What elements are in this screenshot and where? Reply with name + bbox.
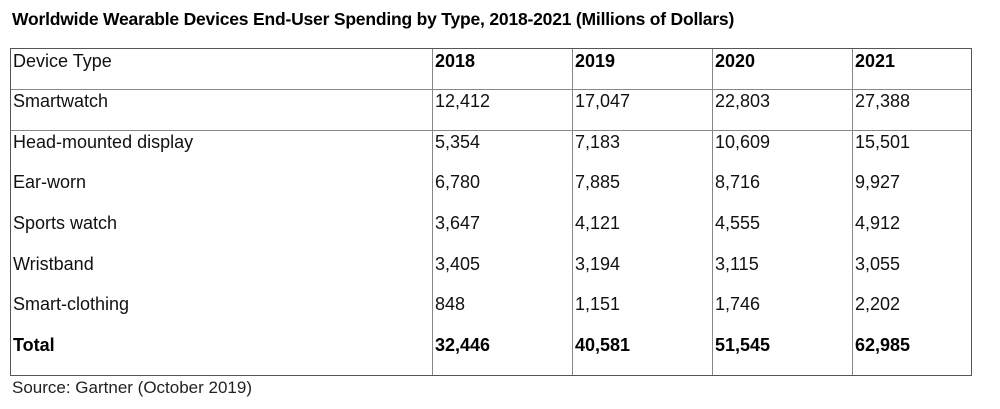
cell-year-2021: 15,501 <box>855 132 911 152</box>
cell-year-2018: 3,405 <box>435 254 481 274</box>
row-label: Ear-worn <box>13 172 87 192</box>
header-year-2019: 2019 <box>575 51 616 71</box>
row-label: Smart-clothing <box>13 294 130 314</box>
cell-year-2019: 7,885 <box>575 172 621 192</box>
cell-year-2020: 1,746 <box>715 294 761 314</box>
header-device-type: Device Type <box>13 51 112 71</box>
cell-year-2020: 10,609 <box>715 132 771 152</box>
cell-year-2018: 3,647 <box>435 213 481 233</box>
header-year-2021: 2021 <box>855 51 896 71</box>
cell-year-2021: 9,927 <box>855 172 901 192</box>
row-label: Sports watch <box>13 213 118 233</box>
total-year-2021: 62,985 <box>855 335 911 355</box>
total-year-2019: 40,581 <box>575 335 631 355</box>
column-divider <box>572 49 573 375</box>
cell-year-2018: 6,780 <box>435 172 481 192</box>
row-label: Smartwatch <box>13 91 109 111</box>
column-divider <box>712 49 713 375</box>
cell-year-2021: 4,912 <box>855 213 901 233</box>
column-divider <box>852 49 853 375</box>
spending-table: Device Type 2018 2019 2020 2021 Smartwatch 12,… <box>10 48 972 376</box>
column-divider <box>432 49 433 375</box>
row-divider <box>11 130 971 131</box>
cell-year-2020: 22,803 <box>715 91 771 111</box>
cell-year-2020: 8,716 <box>715 172 761 192</box>
cell-year-2019: 17,047 <box>575 91 631 111</box>
cell-year-2018: 12,412 <box>435 91 491 111</box>
cell-year-2019: 4,121 <box>575 213 621 233</box>
cell-year-2019: 3,194 <box>575 254 621 274</box>
row-divider <box>11 89 971 90</box>
table-title: Worldwide Wearable Devices End-User Spen… <box>12 9 735 29</box>
cell-year-2021: 3,055 <box>855 254 901 274</box>
cell-year-2019: 7,183 <box>575 132 621 152</box>
header-year-2018: 2018 <box>435 51 476 71</box>
cell-year-2021: 27,388 <box>855 91 911 111</box>
cell-year-2018: 5,354 <box>435 132 481 152</box>
cell-year-2018: 848 <box>435 294 466 314</box>
total-year-2018: 32,446 <box>435 335 491 355</box>
header-year-2020: 2020 <box>715 51 756 71</box>
source-note: Source: Gartner (October 2019) <box>12 378 253 397</box>
row-label: Wristband <box>13 254 94 274</box>
total-year-2020: 51,545 <box>715 335 771 355</box>
row-label: Head-mounted display <box>13 132 194 152</box>
cell-year-2021: 2,202 <box>855 294 901 314</box>
cell-year-2020: 4,555 <box>715 213 761 233</box>
cell-year-2020: 3,115 <box>715 254 759 274</box>
cell-year-2019: 1,151 <box>575 294 621 314</box>
total-label: Total <box>13 335 55 355</box>
